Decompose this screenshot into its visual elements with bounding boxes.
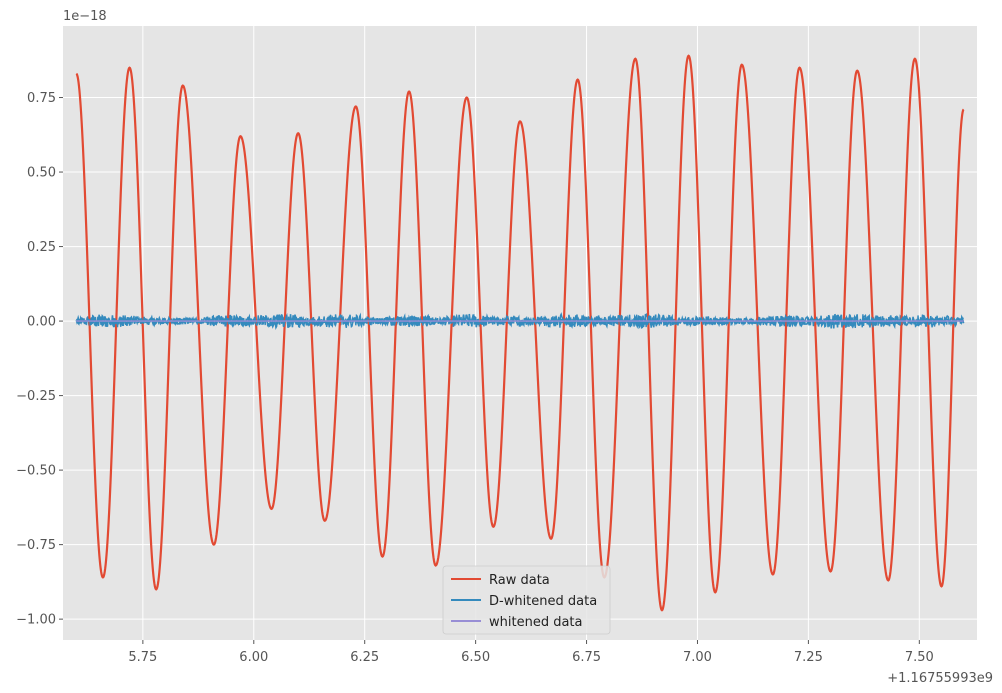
legend-label-raw-data: Raw data bbox=[489, 573, 550, 588]
y-tick-label: −0.75 bbox=[16, 538, 56, 553]
legend: Raw data D-whitened data whitened data bbox=[442, 565, 611, 635]
y-tick-label: 0.00 bbox=[27, 315, 56, 330]
y-tick-label: 0.25 bbox=[27, 240, 56, 255]
legend-label-d-whitened-data: D-whitened data bbox=[489, 594, 597, 609]
y-tick-label: 0.50 bbox=[27, 166, 56, 181]
x-offset-label: +1.16755993e9 bbox=[887, 671, 993, 686]
y-axis: 0.75 0.50 0.25 0.00 −0.25 −0.50 −0.75 −1.00 bbox=[16, 91, 63, 628]
x-tick-label: 7.00 bbox=[683, 650, 712, 665]
y-tick-label: −0.25 bbox=[16, 389, 56, 404]
y-tick-label: −0.50 bbox=[16, 464, 56, 479]
y-scale-label: 1e−18 bbox=[63, 9, 107, 24]
x-tick-label: 6.75 bbox=[572, 650, 601, 665]
x-tick-label: 6.50 bbox=[461, 650, 490, 665]
series-layer bbox=[75, 54, 965, 612]
x-tick-label: 6.00 bbox=[239, 650, 268, 665]
x-tick-label: 7.25 bbox=[794, 650, 823, 665]
legend-label-whitened-data: whitened data bbox=[489, 615, 582, 630]
series-line-raw-data bbox=[75, 54, 965, 612]
legend-box bbox=[442, 565, 611, 635]
x-tick-label: 6.25 bbox=[350, 650, 379, 665]
x-axis: 5.75 6.00 6.25 6.50 6.75 7.00 7.25 7.50 bbox=[128, 640, 934, 665]
y-tick-label: −1.00 bbox=[16, 613, 56, 628]
y-tick-label: 0.75 bbox=[27, 91, 56, 106]
x-tick-label: 5.75 bbox=[128, 650, 157, 665]
x-tick-label: 7.50 bbox=[905, 650, 934, 665]
grid bbox=[63, 26, 977, 640]
